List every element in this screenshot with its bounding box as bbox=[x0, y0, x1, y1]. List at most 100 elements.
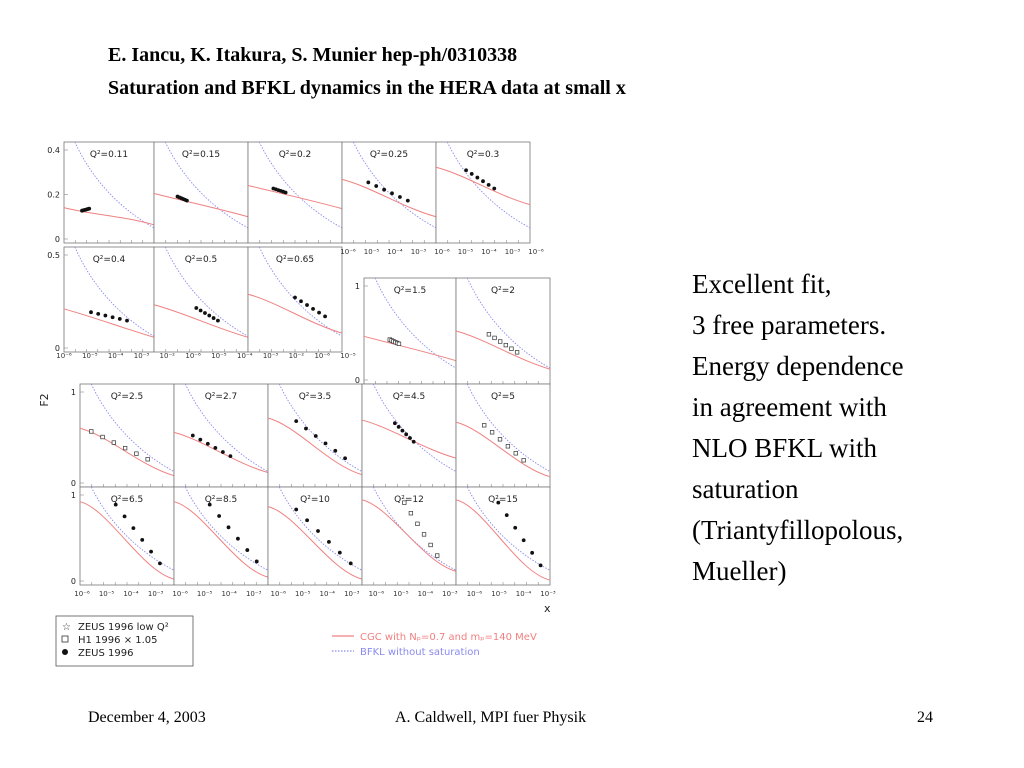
x-tick-label: 10⁻⁵ bbox=[295, 590, 311, 598]
data-point bbox=[469, 172, 474, 176]
cgc-curve bbox=[63, 308, 155, 338]
data-point bbox=[398, 195, 402, 199]
y-tick-label: 0 bbox=[55, 344, 60, 353]
y-tick-label: 1 bbox=[355, 282, 360, 291]
panel-frame bbox=[63, 246, 155, 353]
x-tick-label: 10⁻³ bbox=[505, 248, 521, 256]
cgc-curve bbox=[361, 419, 457, 459]
cgc-curve bbox=[79, 501, 175, 580]
panel-label: Q²=0.25 bbox=[370, 150, 408, 160]
panel-label: Q²=0.65 bbox=[276, 255, 314, 265]
data-point bbox=[304, 426, 308, 431]
footer-page-number: 24 bbox=[917, 709, 933, 726]
data-point bbox=[293, 295, 297, 300]
legend-line-label: BFKL without saturation bbox=[360, 647, 480, 658]
data-point bbox=[505, 444, 511, 449]
data-point bbox=[198, 308, 203, 313]
x-tick-label: 10⁻⁵ bbox=[211, 352, 227, 360]
x-tick-label: 10⁻⁴ bbox=[108, 352, 124, 360]
x-tick-label: 10⁻³ bbox=[540, 590, 556, 598]
panel-label: Q²=0.3 bbox=[467, 150, 500, 160]
x-tick-label: 10⁻⁶ bbox=[185, 352, 201, 360]
panel-label: Q²=8.5 bbox=[205, 495, 238, 505]
data-point bbox=[194, 306, 199, 310]
commentary-line: Mueller) bbox=[692, 556, 787, 586]
data-point bbox=[149, 549, 153, 554]
y-tick-label: 0.4 bbox=[47, 146, 60, 155]
bfkl-curve bbox=[90, 383, 175, 472]
bfkl-curve bbox=[258, 141, 343, 229]
panel-label: Q²=4.5 bbox=[393, 392, 426, 402]
data-point bbox=[435, 553, 440, 558]
legend-marker-label: H1 1996 × 1.05 bbox=[78, 635, 158, 646]
data-point bbox=[400, 428, 405, 433]
data-point bbox=[481, 179, 485, 184]
data-point bbox=[317, 310, 321, 315]
x-tick-label: 10⁻⁵ bbox=[82, 352, 98, 360]
data-point bbox=[299, 299, 303, 304]
panel-label: Q²=0.5 bbox=[185, 255, 218, 265]
data-point bbox=[486, 332, 492, 337]
x-tick-label: 10⁻⁶ bbox=[270, 590, 286, 598]
data-point bbox=[158, 561, 162, 566]
x-tick-label: 10⁻⁶ bbox=[56, 352, 72, 360]
bfkl-curve bbox=[184, 383, 269, 472]
data-point bbox=[213, 446, 218, 450]
marker-legend-box bbox=[55, 615, 194, 667]
cgc-curve bbox=[247, 293, 343, 334]
data-point bbox=[513, 451, 518, 456]
filled-circle-marker-icon bbox=[62, 649, 68, 655]
slide-title-line-2: Saturation and BFKL dynamics in the HERA… bbox=[108, 77, 626, 99]
panel-label: Q²=6.5 bbox=[111, 495, 144, 505]
y-tick-label: 0.5 bbox=[47, 251, 60, 260]
data-point bbox=[103, 313, 108, 318]
data-point bbox=[198, 437, 203, 442]
panel-frame bbox=[435, 141, 531, 244]
x-tick-label: 10⁻³ bbox=[134, 352, 150, 360]
x-tick-label: 10⁻³ bbox=[263, 352, 279, 360]
cgc-curve bbox=[267, 417, 363, 476]
x-tick-label: 10⁻⁵ bbox=[458, 248, 474, 256]
bfkl-curve bbox=[90, 486, 175, 571]
square-marker-icon bbox=[61, 635, 69, 643]
x-tick-label: 10⁻² bbox=[289, 352, 305, 360]
cgc-curve bbox=[247, 184, 343, 210]
data-point bbox=[203, 311, 207, 315]
panel-label: Q²=2 bbox=[491, 286, 515, 296]
x-tick-label: 10⁻⁵ bbox=[364, 248, 380, 256]
data-point bbox=[311, 306, 315, 311]
bfkl-curve bbox=[466, 486, 551, 571]
y-tick-label: 1 bbox=[71, 388, 76, 397]
data-point bbox=[185, 198, 189, 203]
y-axis-title: F2 bbox=[38, 393, 51, 406]
bfkl-curve bbox=[74, 141, 155, 229]
data-point bbox=[333, 448, 338, 453]
data-point bbox=[411, 439, 416, 444]
data-point bbox=[100, 434, 105, 440]
cgc-curve bbox=[173, 501, 269, 578]
data-point bbox=[327, 539, 331, 544]
data-point bbox=[509, 346, 514, 351]
panel-frame bbox=[341, 141, 437, 244]
data-point bbox=[337, 550, 342, 555]
bfkl-curve bbox=[184, 486, 269, 571]
bfkl-curve bbox=[466, 277, 551, 369]
data-point bbox=[492, 335, 497, 341]
bfkl-curve bbox=[446, 141, 531, 229]
x-tick-label: 10⁻⁵ bbox=[99, 590, 115, 598]
x-tick-label: 10⁻⁶ bbox=[434, 248, 450, 256]
commentary-line: NLO BFKL with bbox=[692, 433, 878, 463]
x-tick-label: 10⁻³ bbox=[344, 590, 360, 598]
data-point bbox=[145, 457, 150, 462]
star-marker-icon: ☆ bbox=[62, 622, 71, 633]
data-point bbox=[313, 434, 318, 438]
cgc-curve bbox=[173, 431, 269, 474]
x-axis-title: x bbox=[544, 602, 551, 615]
panel-label: Q²=15 bbox=[488, 495, 518, 505]
cgc-curve bbox=[341, 178, 437, 218]
data-point bbox=[211, 316, 216, 320]
x-tick-label: 10⁻⁶ bbox=[74, 590, 90, 598]
data-point bbox=[207, 313, 212, 318]
data-point bbox=[396, 341, 402, 346]
